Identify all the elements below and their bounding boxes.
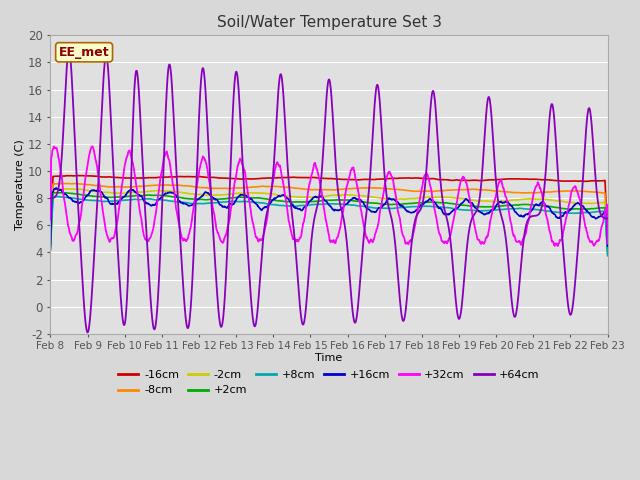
- -2cm: [305, 194, 312, 200]
- Line: -2cm: -2cm: [51, 189, 607, 251]
- +16cm: [295, 206, 303, 212]
- -2cm: [284, 193, 291, 199]
- -8cm: [604, 243, 611, 249]
- +8cm: [284, 203, 291, 209]
- +64cm: [113, 233, 121, 239]
- -2cm: [364, 193, 372, 199]
- +32cm: [284, 206, 291, 212]
- +16cm: [364, 206, 372, 212]
- Line: +16cm: +16cm: [51, 188, 607, 250]
- Line: -8cm: -8cm: [51, 183, 607, 246]
- +8cm: [51, 193, 59, 199]
- +64cm: [47, 195, 54, 201]
- +64cm: [90, 251, 98, 256]
- Line: -16cm: -16cm: [51, 176, 607, 240]
- +32cm: [604, 240, 611, 246]
- +16cm: [90, 188, 98, 193]
- +16cm: [305, 200, 312, 205]
- Title: Soil/Water Temperature Set 3: Soil/Water Temperature Set 3: [216, 15, 442, 30]
- -16cm: [47, 234, 54, 240]
- +8cm: [113, 198, 120, 204]
- -2cm: [604, 248, 611, 254]
- X-axis label: Time: Time: [316, 353, 342, 363]
- -16cm: [604, 237, 611, 242]
- +2cm: [47, 243, 54, 249]
- +8cm: [47, 245, 54, 251]
- +2cm: [604, 251, 611, 257]
- +64cm: [604, 216, 611, 221]
- +32cm: [554, 243, 562, 249]
- +16cm: [284, 195, 291, 201]
- +32cm: [113, 223, 120, 228]
- +2cm: [284, 199, 291, 204]
- +16cm: [52, 185, 60, 191]
- Legend: -16cm, -8cm, -2cm, +2cm, +8cm, +16cm, +32cm, +64cm: -16cm, -8cm, -2cm, +2cm, +8cm, +16cm, +3…: [114, 365, 544, 400]
- +8cm: [90, 198, 98, 204]
- +8cm: [604, 253, 611, 259]
- +32cm: [90, 148, 98, 154]
- +16cm: [113, 201, 120, 206]
- -8cm: [90, 182, 98, 188]
- -2cm: [113, 190, 120, 196]
- Text: EE_met: EE_met: [59, 46, 109, 59]
- +8cm: [364, 204, 372, 210]
- Line: +8cm: +8cm: [51, 196, 607, 256]
- +64cm: [284, 163, 291, 168]
- -8cm: [284, 184, 291, 190]
- -16cm: [284, 175, 291, 180]
- +64cm: [305, 264, 313, 270]
- +2cm: [51, 190, 59, 195]
- +2cm: [305, 199, 312, 204]
- Line: +32cm: +32cm: [51, 146, 607, 246]
- +64cm: [295, 293, 303, 299]
- -16cm: [75, 173, 83, 179]
- +2cm: [364, 200, 372, 205]
- -2cm: [47, 241, 54, 247]
- +16cm: [47, 247, 54, 253]
- +32cm: [295, 237, 303, 243]
- Y-axis label: Temperature (C): Temperature (C): [15, 139, 25, 230]
- -8cm: [295, 186, 303, 192]
- -8cm: [113, 184, 120, 190]
- +2cm: [90, 193, 98, 199]
- -8cm: [364, 185, 372, 191]
- -16cm: [305, 175, 312, 180]
- Line: +64cm: +64cm: [51, 51, 607, 333]
- +32cm: [47, 217, 54, 223]
- +32cm: [88, 144, 96, 149]
- +8cm: [305, 202, 312, 208]
- -16cm: [90, 173, 98, 179]
- -8cm: [47, 239, 54, 244]
- -16cm: [364, 177, 372, 182]
- +32cm: [364, 237, 372, 243]
- +2cm: [113, 194, 120, 200]
- Line: +2cm: +2cm: [51, 192, 607, 254]
- +8cm: [295, 203, 303, 209]
- +32cm: [305, 185, 312, 191]
- -8cm: [305, 187, 312, 192]
- +16cm: [604, 243, 611, 249]
- +64cm: [65, 48, 73, 54]
- -16cm: [113, 175, 120, 180]
- -2cm: [90, 188, 98, 194]
- -16cm: [295, 175, 303, 180]
- -8cm: [64, 180, 72, 186]
- +64cm: [364, 194, 372, 200]
- +64cm: [84, 330, 92, 336]
- -2cm: [295, 194, 303, 200]
- -2cm: [59, 186, 67, 192]
- +2cm: [295, 199, 303, 205]
